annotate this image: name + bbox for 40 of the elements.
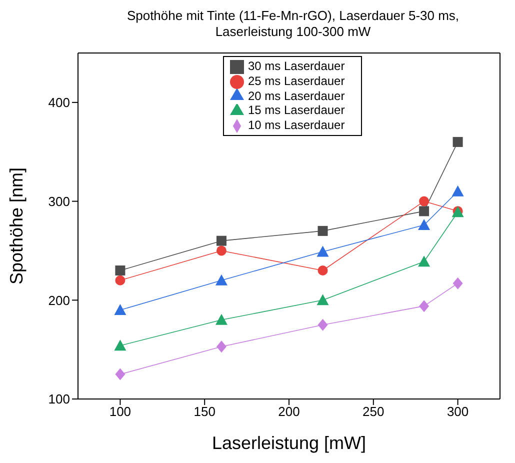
point [318, 318, 328, 331]
point [115, 265, 126, 276]
legend-label: 10 ms Laserdauer [248, 118, 345, 132]
point [216, 246, 226, 256]
point [215, 274, 228, 286]
y-tick-label: 200 [48, 292, 70, 308]
point [418, 219, 430, 230]
point [419, 196, 430, 206]
legend-label: 30 ms Laserdauer [248, 59, 345, 73]
x-tick-label: 250 [362, 404, 384, 420]
point [115, 275, 126, 286]
y-tick-label: 400 [48, 95, 70, 110]
point [452, 185, 464, 196]
point [115, 368, 126, 380]
point [452, 277, 463, 290]
x-axis-title: Laserleistung [mW] [212, 433, 366, 453]
point [216, 340, 226, 353]
point [316, 246, 329, 257]
chart-title: Spothöhe mit Tinte (11-Fe-Mn-rGO), Laserdauer 5-30 ms, Laserleistung 100-300 mW [126, 8, 460, 41]
legend-label: 15 ms Laserdauer [248, 103, 345, 118]
point [419, 300, 430, 312]
legend-label: 25 ms Laserdauer [248, 74, 345, 88]
x-tick-label: 300 [446, 404, 469, 420]
point [215, 314, 228, 325]
point [114, 304, 126, 316]
y-tick-label: 300 [48, 194, 70, 209]
x-tick-label: 200 [278, 404, 300, 420]
point [452, 136, 463, 147]
point [318, 226, 328, 236]
legend-label: 20 ms Laserdauer [248, 88, 345, 103]
x-tick-label: 100 [109, 404, 132, 420]
point [419, 206, 430, 216]
x-tick-label: 150 [194, 404, 216, 420]
point [216, 236, 226, 246]
y-axis-title: Spothöhe [nm] [6, 167, 26, 285]
point [318, 265, 328, 276]
point [316, 294, 329, 306]
y-tick-label: 100 [48, 392, 70, 407]
point [418, 256, 430, 267]
point [114, 340, 126, 351]
